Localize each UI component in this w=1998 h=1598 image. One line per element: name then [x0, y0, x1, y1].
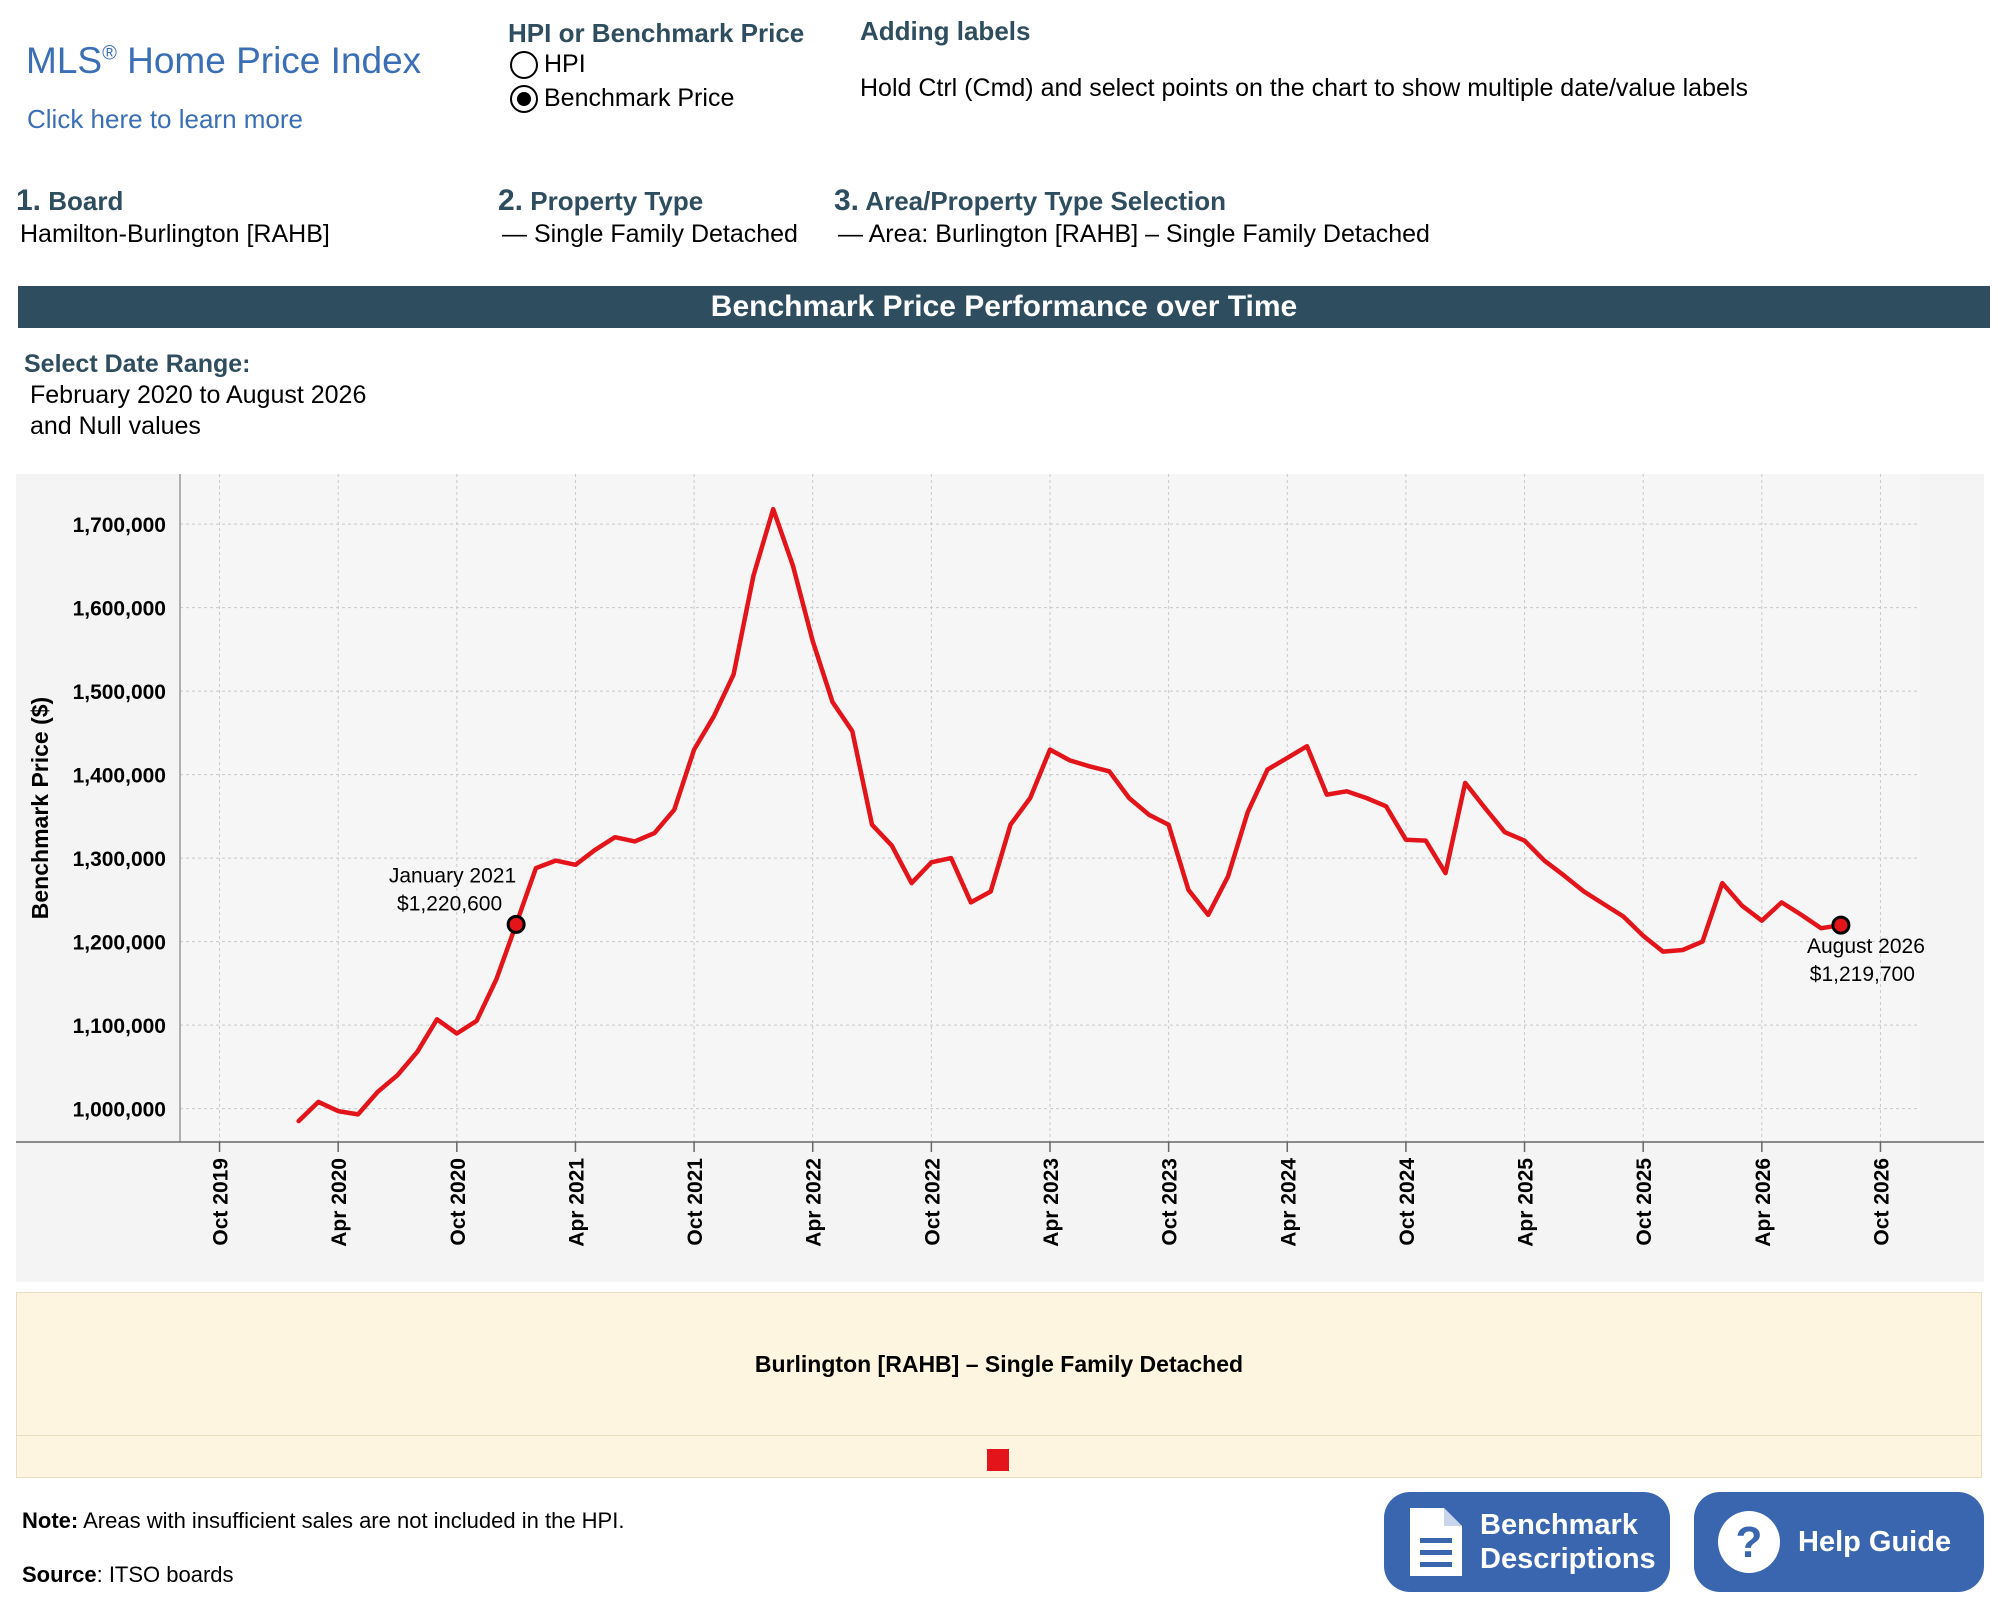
legend-divider [17, 1435, 1981, 1436]
step-board-num: 1. [16, 184, 42, 217]
x-tick-label: Oct 2026 [1870, 1158, 1893, 1246]
x-tick-label: Oct 2021 [684, 1158, 707, 1246]
note-body: Areas with insufficient sales are not in… [78, 1508, 625, 1533]
x-tick-label: Oct 2024 [1396, 1158, 1419, 1246]
svg-text:?: ? [1736, 1518, 1763, 1567]
board-selection[interactable]: Hamilton-Burlington [RAHB] [20, 220, 330, 248]
source-body: : ITSO boards [96, 1562, 234, 1587]
x-tick-label: Apr 2020 [328, 1158, 351, 1247]
area-selection[interactable]: — Area: Burlington [RAHB] – Single Famil… [838, 220, 1430, 248]
help-guide-label: Help Guide [1798, 1526, 1952, 1558]
y-tick-label: 1,600,000 [73, 598, 166, 621]
note-label: Note: [22, 1508, 79, 1533]
chart-banner: Benchmark Price Performance over Time [18, 286, 1990, 328]
x-tick-label: Apr 2026 [1752, 1158, 1775, 1247]
annotation-date: January 2021 [389, 864, 516, 887]
measure-title: HPI or Benchmark Price [508, 18, 805, 48]
step-board-label: Board [48, 186, 124, 216]
y-tick-label: 1,000,000 [73, 1099, 166, 1122]
annotation-point [506, 914, 526, 934]
grid-lines [180, 474, 1920, 1142]
y-tick-label: 1,700,000 [73, 514, 166, 537]
annotation-value: $1,219,700 [1810, 963, 1915, 986]
y-tick-label: 1,200,000 [73, 932, 166, 955]
benchmark-label-line1: Benchmark [1480, 1509, 1638, 1541]
price-series-line [296, 506, 1844, 1124]
benchmark-label-line2: Descriptions [1480, 1543, 1656, 1575]
property-type-selection[interactable]: — Single Family Detached [502, 220, 798, 248]
x-tick-label: Oct 2025 [1633, 1158, 1656, 1246]
step-board-title: 1. Board [16, 184, 123, 218]
step-area-label: Area/Property Type Selection [865, 186, 1227, 216]
x-tick-label: Oct 2022 [921, 1158, 944, 1246]
date-range-value[interactable]: February 2020 to August 2026 and Null va… [30, 380, 366, 442]
y-tick-label: 1,300,000 [73, 848, 166, 871]
registered-mark: ® [102, 42, 117, 65]
y-tick-label: 1,400,000 [73, 765, 166, 788]
radio-benchmark-label: Benchmark Price [544, 84, 735, 112]
mls-hpi-logo[interactable]: MLS® Home Price Index [26, 40, 421, 82]
radio-hpi[interactable]: HPI [510, 50, 586, 79]
source-text: Source: ITSO boards [22, 1562, 234, 1588]
chart-area[interactable]: 1,000,000 1,100,000 1,200,000 1,300,000 1,40… [16, 474, 1984, 1282]
legend-panel: Burlington [RAHB] – Single Family Detach… [16, 1292, 1982, 1478]
question-icon: ? [1718, 1511, 1780, 1573]
y-tick-label: 1,500,000 [73, 681, 166, 704]
radio-benchmark-circle[interactable] [510, 84, 538, 113]
step-property-label: Property Type [530, 186, 704, 216]
benchmark-descriptions-button[interactable]: Benchmark Descriptions [1384, 1492, 1670, 1592]
plot-background [180, 474, 1920, 1142]
x-tick-label: Oct 2020 [447, 1158, 470, 1246]
radio-benchmark-price[interactable]: Benchmark Price [510, 84, 734, 113]
annotation-value: $1,220,600 [397, 892, 502, 915]
date-range-line2: and Null values [30, 412, 201, 440]
mls-title-rest: Home Price Index [116, 40, 422, 81]
x-tick-label: Oct 2023 [1159, 1158, 1182, 1246]
y-tick-label: 1,100,000 [73, 1015, 166, 1038]
benchmark-descriptions-label: Benchmark Descriptions [1480, 1508, 1656, 1576]
annotation-layer: January 2021 $1,220,600 August 2026 $1,219,… [389, 864, 1925, 986]
x-tick-label: Apr 2021 [565, 1158, 588, 1247]
legend-title: Burlington [RAHB] – Single Family Detach… [754, 1351, 1244, 1377]
radio-hpi-label: HPI [544, 50, 586, 78]
help-guide-button[interactable]: ? Help Guide [1694, 1492, 1984, 1592]
x-tick-label: Apr 2025 [1515, 1158, 1538, 1247]
x-tick-label: Apr 2022 [803, 1158, 826, 1247]
price-line-chart[interactable]: 1,000,000 1,100,000 1,200,000 1,300,000 1,40… [16, 474, 1984, 1282]
x-tick-label: Oct 2019 [210, 1158, 233, 1246]
adding-labels-title: Adding labels [860, 16, 1031, 46]
date-range-title: Select Date Range: [24, 350, 251, 378]
x-tick-label: Apr 2023 [1040, 1158, 1063, 1247]
learn-more-link[interactable]: Click here to learn more [27, 104, 303, 134]
adding-labels-text: Hold Ctrl (Cmd) and select points on the… [860, 74, 1748, 102]
annotation-date: August 2026 [1807, 935, 1925, 958]
step-area-title: 3. Area/Property Type Selection [834, 184, 1226, 218]
radio-hpi-circle[interactable] [510, 50, 538, 79]
mls-title-text: MLS [26, 40, 103, 81]
document-icon [1410, 1508, 1462, 1576]
legend-swatch[interactable] [987, 1449, 1009, 1471]
annotation-point [1831, 915, 1851, 935]
step-property-num: 2. [498, 184, 524, 217]
y-axis-title: Benchmark Price ($) [27, 697, 53, 919]
source-label: Source [22, 1562, 97, 1587]
note-text: Note: Areas with insufficient sales are … [22, 1508, 624, 1534]
series-layer [296, 506, 1844, 1124]
step-area-num: 3. [834, 184, 860, 217]
date-range-line1: February 2020 to August 2026 [30, 381, 367, 409]
axes: 1,000,000 1,100,000 1,200,000 1,300,000 1,40… [16, 474, 1984, 1247]
x-tick-label: Apr 2024 [1277, 1158, 1300, 1247]
step-property-type-title: 2. Property Type [498, 184, 703, 218]
